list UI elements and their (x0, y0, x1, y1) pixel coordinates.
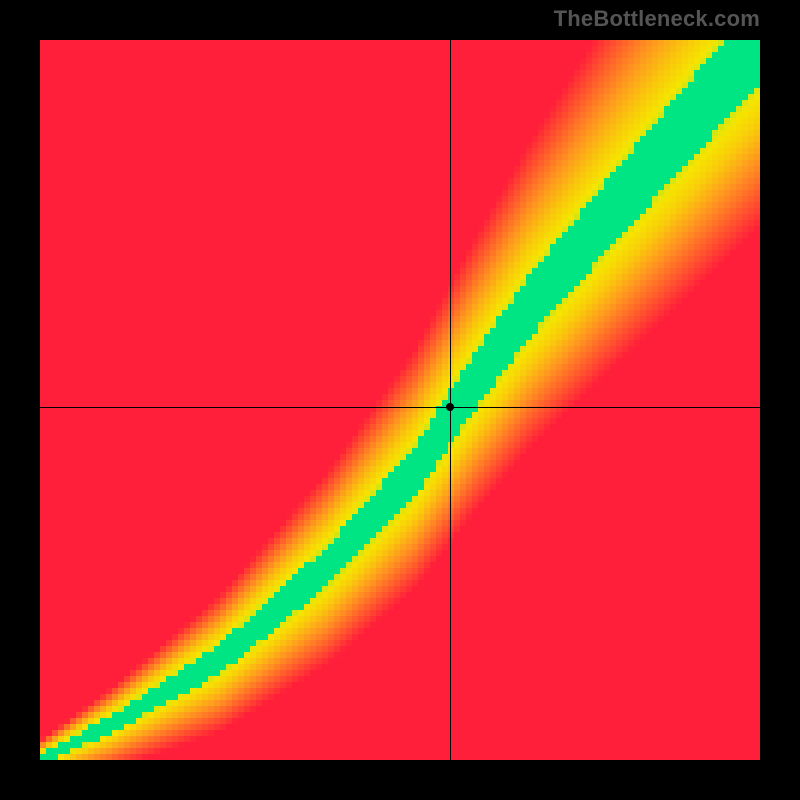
heatmap-canvas (40, 40, 760, 760)
heatmap-plot-area (40, 40, 760, 760)
watermark-text: TheBottleneck.com (554, 6, 760, 32)
figure-frame: TheBottleneck.com (0, 0, 800, 800)
